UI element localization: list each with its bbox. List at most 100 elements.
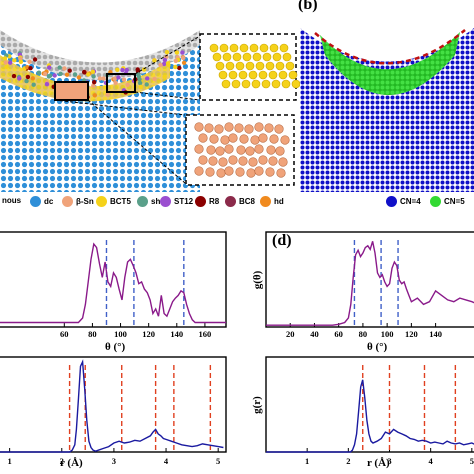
atom (47, 65, 52, 70)
atom (116, 75, 121, 80)
beta-sn-atom (228, 133, 238, 143)
atom (67, 68, 72, 73)
bct5-atom (249, 43, 259, 53)
x-axis-title: θ (°) (105, 341, 126, 353)
legend-label: β-Sn (76, 197, 94, 206)
legend-swatch (430, 196, 441, 207)
atom (36, 70, 42, 75)
bct5-atom (235, 61, 245, 71)
atom (162, 74, 167, 80)
x-tick-label: 80 (358, 329, 368, 339)
legend-label: ST12 (174, 197, 194, 206)
beta-sn-atom (264, 123, 274, 133)
y-axis-title: g(r) (250, 395, 263, 414)
x-tick-label: 20 (285, 329, 295, 339)
atom (27, 59, 32, 64)
atom (105, 92, 110, 97)
legend-item-dc: dc (30, 196, 53, 207)
bct5-atom (218, 70, 228, 80)
legend-label: BC8 (239, 197, 256, 206)
beta-sn-atom (266, 145, 276, 155)
legend-swatch (30, 196, 41, 207)
atom (121, 77, 127, 82)
atom (8, 60, 13, 65)
atom (152, 58, 157, 63)
beta-sn-atom (280, 135, 290, 145)
panel-label-b: (b) (298, 0, 318, 13)
atom (125, 82, 130, 88)
legend-swatch (225, 196, 236, 207)
beta-sn-atom (235, 167, 245, 177)
legend-swatch (160, 196, 171, 207)
x-tick-label: 60 (60, 329, 69, 339)
beta-sn-atom (254, 144, 264, 154)
atom (18, 59, 24, 64)
beta-sn-atom (254, 122, 264, 132)
bct5-atom (285, 61, 295, 71)
x-tick-label: 100 (380, 329, 394, 339)
bct5-atom (272, 52, 282, 62)
legend-swatch (260, 196, 271, 207)
x-tick-label: 140 (170, 329, 184, 339)
legend-label: CN=4 (400, 197, 421, 206)
beta-sn-atom (275, 146, 285, 156)
atom (124, 67, 129, 73)
series-line-c-bottom (0, 359, 224, 453)
atom (91, 74, 96, 79)
atom (91, 83, 96, 88)
bct5-atom (222, 52, 232, 62)
plot-frame-c-bottom (0, 356, 227, 453)
x-tick-label: 2 (346, 456, 351, 466)
legend-item-r8: R8 (195, 196, 219, 207)
beta-sn-atom (234, 123, 244, 133)
beta-sn-atom (218, 157, 228, 167)
bct5-atom (232, 52, 242, 62)
atom (72, 72, 78, 77)
x-tick-label: 60 (334, 329, 343, 339)
atom (43, 71, 48, 77)
legend-item-cn5: CN=5 (430, 196, 465, 207)
atom (47, 73, 53, 78)
atom (17, 76, 22, 81)
bct5-atom (225, 61, 235, 71)
legend-swatch (195, 196, 206, 207)
x-tick-label: 1 (305, 456, 310, 466)
beta-sn-atom (198, 155, 208, 165)
x-tick-label: 3 (111, 456, 117, 466)
legend-label: nous (2, 196, 22, 205)
legend-item-sh: sh (137, 196, 160, 207)
beta-sn-atom (265, 167, 275, 177)
atom (158, 62, 163, 68)
bct5-atom (231, 79, 241, 89)
plot-frame-d-top (265, 231, 474, 328)
beta-sn-atom (194, 122, 204, 132)
atom (76, 75, 82, 80)
x-tick-label: 160 (198, 329, 212, 339)
atom (11, 73, 17, 79)
legend-swatch (96, 196, 107, 207)
beta-sn-atom (258, 155, 268, 165)
bct5-atom (262, 52, 272, 62)
beta-sn-atom (254, 166, 264, 176)
beta-sn-atom (274, 124, 284, 134)
beta-sn-atom (208, 156, 218, 166)
atom (152, 76, 157, 82)
legend-label: hd (274, 197, 284, 206)
bct5-atom (228, 70, 238, 80)
legend-swatch (137, 196, 148, 207)
x-tick-label: 2 (59, 456, 64, 466)
bct5-atom (251, 79, 261, 89)
atom (4, 64, 9, 70)
x-tick-label: 140 (429, 329, 442, 339)
bct5-atom (212, 52, 222, 62)
panel-a-atomistic-image (0, 0, 300, 192)
beta-sn-atom (209, 134, 219, 144)
atom (173, 64, 178, 70)
bct5-atom (219, 43, 229, 53)
atom (113, 80, 118, 86)
atom (30, 76, 35, 81)
atom (92, 93, 98, 98)
atom (136, 74, 141, 79)
bct5-atom (239, 43, 249, 53)
